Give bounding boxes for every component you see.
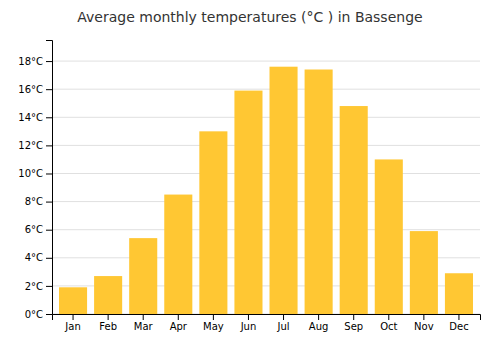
bar bbox=[375, 159, 403, 314]
x-tick: Apr bbox=[170, 314, 188, 332]
y-tick: 10°C bbox=[18, 168, 52, 179]
bar bbox=[305, 70, 333, 314]
y-tick-mark bbox=[46, 202, 52, 203]
y-tick-mark bbox=[46, 89, 52, 90]
y-tick-mark bbox=[46, 258, 52, 259]
bar bbox=[270, 67, 298, 314]
x-tick: Sep bbox=[344, 314, 363, 332]
x-tick: Feb bbox=[99, 314, 117, 332]
x-tick-mark bbox=[213, 314, 214, 320]
x-tick-label: Dec bbox=[449, 321, 468, 332]
bars bbox=[59, 67, 473, 314]
x-tick-mark bbox=[143, 314, 144, 320]
x-tick-label: Sep bbox=[344, 321, 363, 332]
y-axis-line bbox=[46, 41, 53, 315]
y-tick-label: 18°C bbox=[18, 56, 43, 67]
y-tick: 4°C bbox=[25, 252, 52, 263]
x-tick-mark bbox=[423, 314, 424, 320]
chart: Average monthly temperatures (°C ) in Ba… bbox=[0, 0, 500, 350]
y-tick: 2°C bbox=[25, 281, 52, 292]
y-tick-label: 2°C bbox=[25, 281, 43, 292]
y-tick: 12°C bbox=[18, 140, 52, 151]
y-tick: 0°C bbox=[25, 309, 52, 320]
y-tick: 18°C bbox=[18, 56, 52, 67]
y-tick: 8°C bbox=[25, 196, 52, 207]
bar bbox=[59, 287, 87, 314]
x-tick-mark bbox=[318, 314, 319, 320]
y-tick-label: 14°C bbox=[18, 112, 43, 123]
y-tick: 16°C bbox=[18, 84, 52, 95]
x-tick-mark bbox=[458, 314, 459, 320]
bar bbox=[129, 238, 157, 314]
x-tick: Nov bbox=[414, 314, 434, 332]
x-tick-label: Nov bbox=[414, 321, 434, 332]
y-tick-label: 16°C bbox=[18, 84, 43, 95]
x-tick-mark bbox=[108, 314, 109, 320]
x-tick-mark bbox=[353, 314, 354, 320]
x-tick-mark bbox=[73, 314, 74, 320]
bar bbox=[164, 195, 192, 314]
x-tick-mark bbox=[388, 314, 389, 320]
grid-line bbox=[52, 201, 480, 202]
x-tick: Jun bbox=[240, 314, 257, 332]
x-tick-mark bbox=[283, 314, 284, 320]
bar bbox=[94, 276, 122, 314]
x-tick-label: Jun bbox=[240, 321, 257, 332]
grid-line bbox=[52, 173, 480, 174]
x-tick-label: Oct bbox=[380, 321, 397, 332]
y-axis: 0°C 2°C 4°C 6°C 8°C 10°C 12°C 14°C 16°C 18°C bbox=[18, 41, 52, 320]
bar bbox=[410, 231, 438, 314]
x-tick: Jul bbox=[277, 314, 290, 332]
y-tick-mark bbox=[46, 314, 52, 315]
y-tick-label: 10°C bbox=[18, 168, 43, 179]
x-tick-label: May bbox=[203, 321, 224, 332]
y-tick-mark bbox=[46, 145, 52, 146]
y-tick-label: 4°C bbox=[25, 252, 43, 263]
grid-line bbox=[52, 145, 480, 146]
y-tick-label: 0°C bbox=[25, 309, 43, 320]
bar bbox=[340, 106, 368, 314]
bar bbox=[234, 91, 262, 314]
x-tick-label: Aug bbox=[309, 321, 329, 332]
x-tick-label: Jan bbox=[64, 321, 80, 332]
x-axis-line bbox=[53, 315, 481, 321]
grid-line bbox=[52, 89, 480, 90]
grid-line bbox=[52, 61, 480, 62]
y-tick-label: 8°C bbox=[25, 196, 43, 207]
grid-line bbox=[52, 117, 480, 118]
x-tick-mark bbox=[178, 314, 179, 320]
x-tick: Dec bbox=[449, 314, 468, 332]
x-tick: Oct bbox=[380, 314, 397, 332]
x-tick-label: Apr bbox=[170, 321, 188, 332]
y-tick-mark bbox=[46, 173, 52, 174]
x-tick-label: Feb bbox=[99, 321, 117, 332]
y-tick: 6°C bbox=[25, 224, 52, 235]
x-tick-label: Jul bbox=[277, 321, 290, 332]
grid bbox=[52, 61, 480, 314]
y-tick-mark bbox=[46, 117, 52, 118]
plot: 0°C 2°C 4°C 6°C 8°C 10°C 12°C 14°C 16°C 18°C Jan Fe… bbox=[18, 41, 480, 333]
x-tick: Aug bbox=[309, 314, 329, 332]
title: Average monthly temperatures (°C ) in Ba… bbox=[77, 9, 422, 25]
grid-line bbox=[52, 229, 480, 230]
bar bbox=[199, 131, 227, 314]
x-tick-label: Mar bbox=[134, 321, 154, 332]
y-tick-label: 6°C bbox=[25, 224, 43, 235]
y-tick-mark bbox=[46, 286, 52, 287]
x-axis: Jan Feb Mar Apr May Jun Jul Aug Sep Oct Nov Dec bbox=[53, 314, 481, 332]
x-tick: May bbox=[203, 314, 224, 332]
x-tick-mark bbox=[248, 314, 249, 320]
x-tick: Mar bbox=[134, 314, 154, 332]
y-tick-label: 12°C bbox=[18, 140, 43, 151]
x-tick: Jan bbox=[64, 314, 80, 332]
y-tick-mark bbox=[46, 230, 52, 231]
y-tick-mark bbox=[46, 61, 52, 62]
y-tick: 14°C bbox=[18, 112, 52, 123]
bar bbox=[445, 273, 473, 314]
